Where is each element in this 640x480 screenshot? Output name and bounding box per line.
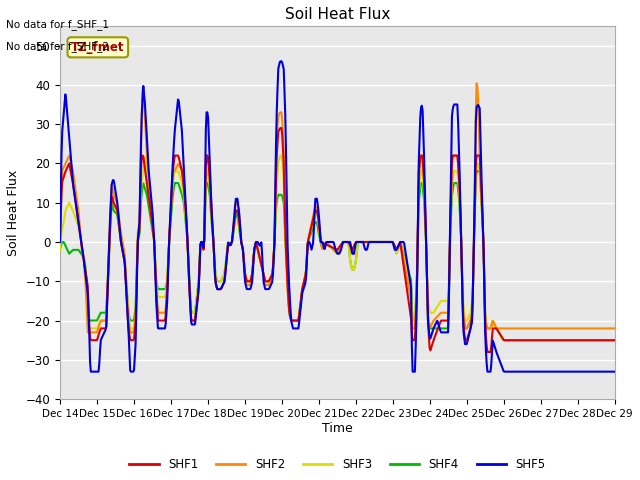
SHF4 <box>180 198 188 204</box>
SHF4 <box>500 337 508 343</box>
SHF4 <box>421 214 429 220</box>
Line: SHF1: SHF1 <box>60 128 615 352</box>
SHF4 <box>405 269 413 275</box>
SHF3 <box>124 292 131 298</box>
SHF3 <box>422 228 429 234</box>
Title: Soil Heat Flux: Soil Heat Flux <box>285 7 390 22</box>
SHF1 <box>406 305 413 311</box>
SHF2 <box>56 239 64 245</box>
SHF3 <box>66 202 74 207</box>
SHF2 <box>473 81 481 86</box>
SHF3 <box>406 278 413 284</box>
SHF3 <box>56 247 64 253</box>
X-axis label: Time: Time <box>322 421 353 435</box>
SHF5 <box>180 174 188 180</box>
SHF4 <box>66 250 74 256</box>
Text: No data for f_SHF_1: No data for f_SHF_1 <box>6 19 109 30</box>
Text: TZ_fmet: TZ_fmet <box>71 41 125 54</box>
SHF1 <box>484 349 492 355</box>
SHF5 <box>124 316 132 322</box>
SHF1 <box>56 239 64 245</box>
SHF3 <box>611 337 619 343</box>
SHF2 <box>210 240 218 246</box>
SHF5 <box>422 254 430 260</box>
SHF3 <box>209 230 216 236</box>
SHF5 <box>611 369 619 374</box>
Text: No data for f_SHF_2: No data for f_SHF_2 <box>6 41 109 52</box>
SHF2 <box>611 325 619 331</box>
SHF1 <box>209 228 216 234</box>
SHF2 <box>84 329 92 335</box>
SHF5 <box>87 369 95 374</box>
SHF2 <box>124 308 132 314</box>
SHF2 <box>180 188 188 194</box>
SHF2 <box>406 288 413 294</box>
SHF4 <box>124 292 131 298</box>
SHF5 <box>66 144 74 150</box>
SHF1 <box>180 180 188 186</box>
SHF2 <box>422 227 429 232</box>
Line: SHF3: SHF3 <box>60 156 615 340</box>
SHF1 <box>277 125 285 131</box>
SHF4 <box>611 337 619 343</box>
SHF1 <box>611 337 619 343</box>
SHF1 <box>124 302 131 308</box>
SHF4 <box>473 168 481 174</box>
SHF3 <box>277 153 285 158</box>
SHF1 <box>422 226 429 231</box>
SHF5 <box>406 279 414 285</box>
Legend: SHF1, SHF2, SHF3, SHF4, SHF5: SHF1, SHF2, SHF3, SHF4, SHF5 <box>124 453 550 475</box>
SHF2 <box>66 156 74 162</box>
Line: SHF2: SHF2 <box>60 84 615 332</box>
SHF3 <box>180 189 188 195</box>
SHF5 <box>56 239 64 245</box>
SHF3 <box>500 337 508 343</box>
SHF1 <box>66 165 74 170</box>
SHF4 <box>209 231 216 237</box>
SHF5 <box>277 59 285 64</box>
Y-axis label: Soil Heat Flux: Soil Heat Flux <box>7 169 20 256</box>
Line: SHF5: SHF5 <box>60 61 615 372</box>
Line: SHF4: SHF4 <box>60 171 615 340</box>
SHF4 <box>56 247 64 253</box>
SHF5 <box>210 240 218 246</box>
